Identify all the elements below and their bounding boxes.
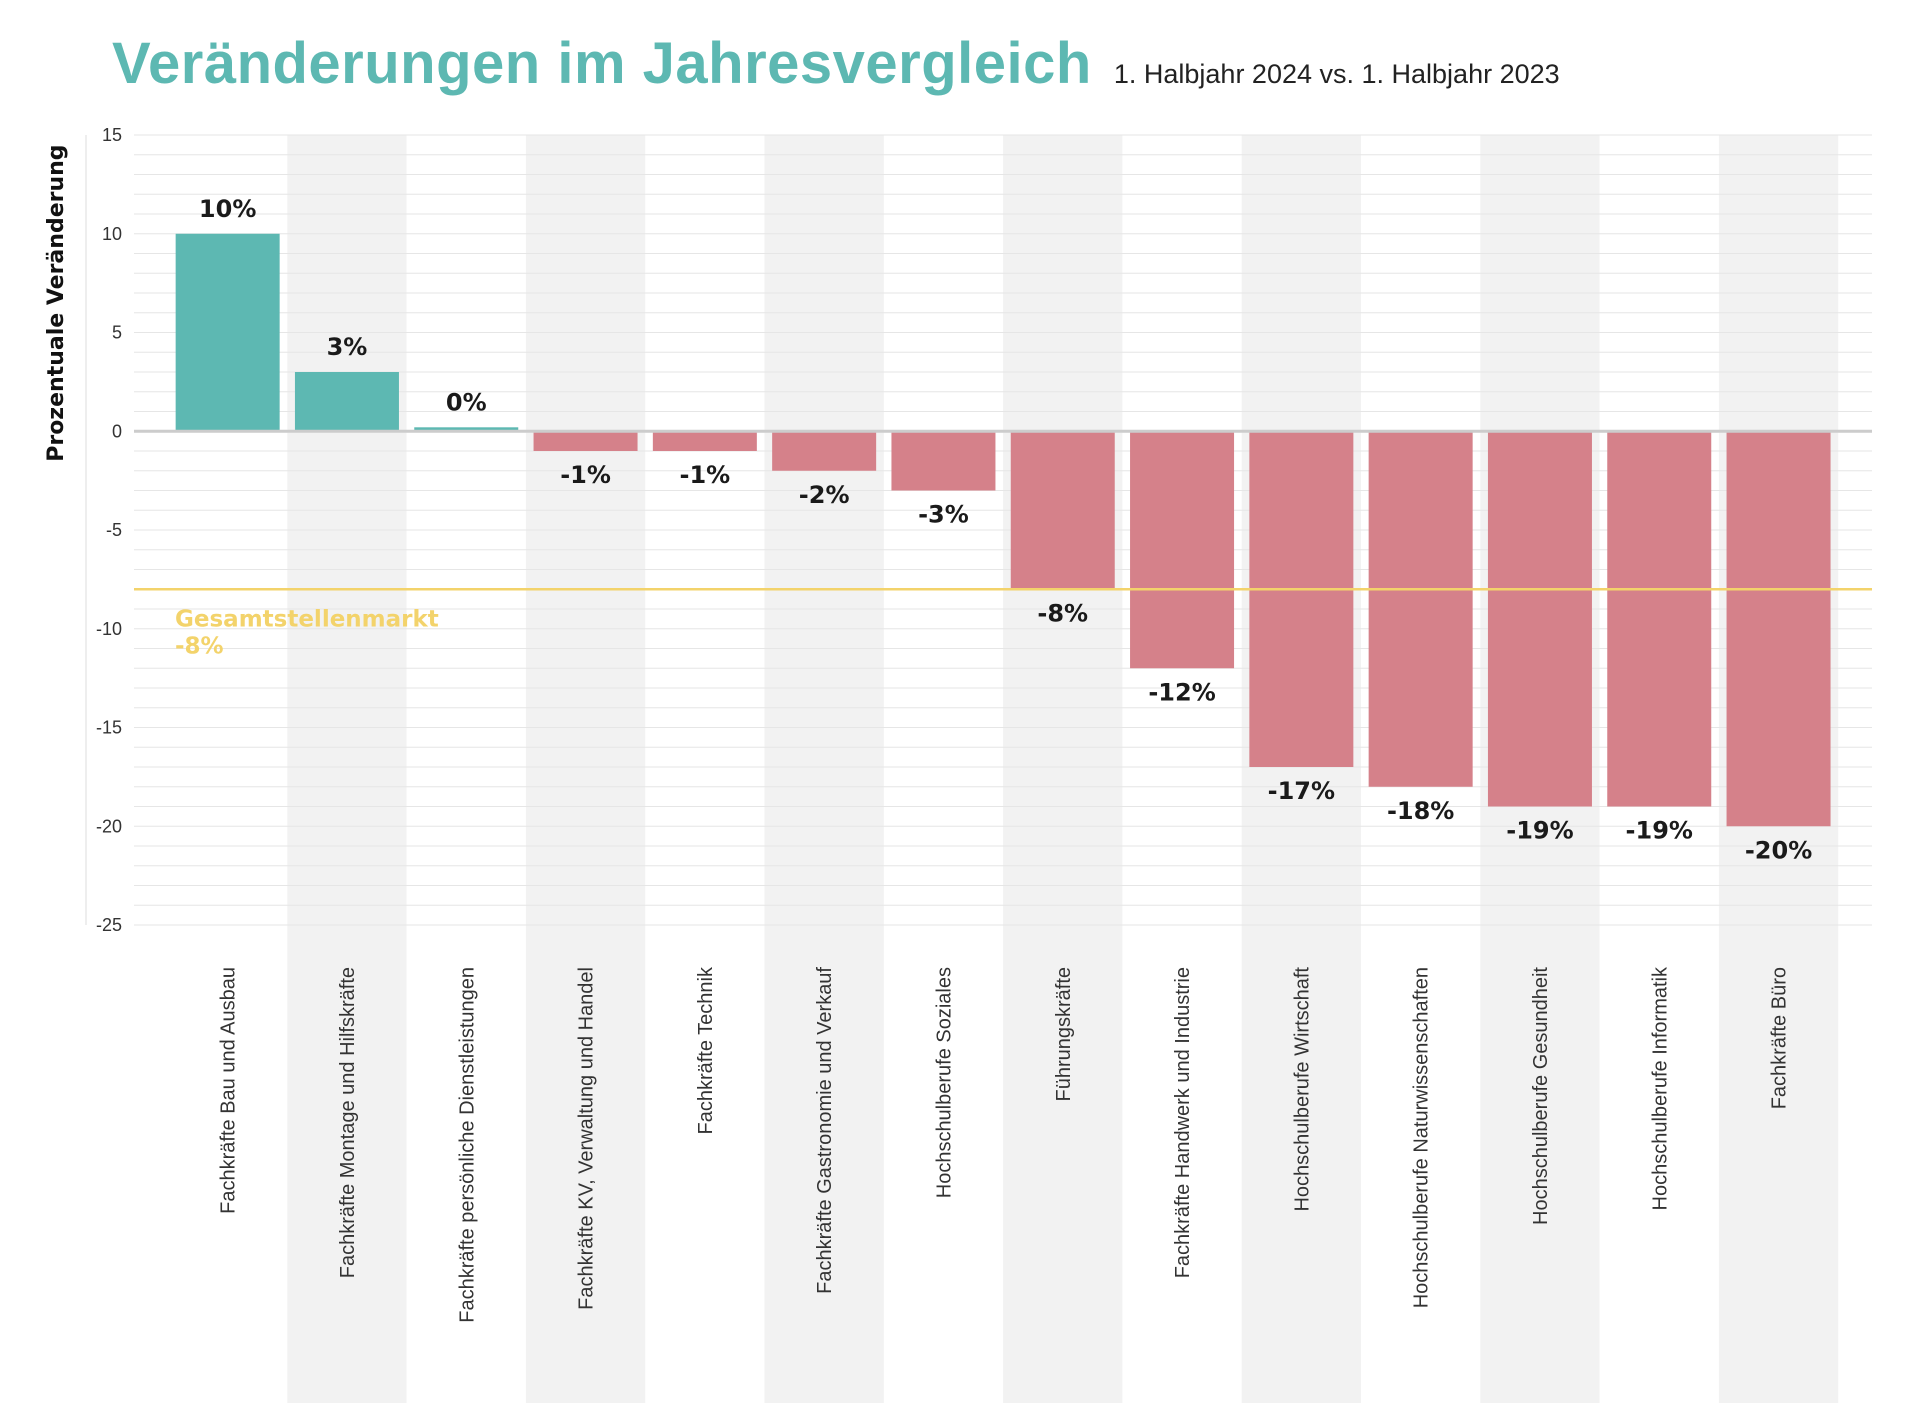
y-tick-label: 0 [112, 421, 122, 441]
value-label: -2% [799, 481, 850, 509]
column-bands [287, 135, 1839, 1403]
value-label: -8% [1037, 599, 1088, 627]
bar [1249, 431, 1354, 767]
column-band [1003, 135, 1123, 1403]
y-axis-title: Prozentuale Veränderung [44, 144, 69, 461]
value-label: 3% [327, 333, 368, 361]
y-tick-label: -20 [96, 816, 122, 836]
bar [1607, 431, 1712, 807]
category-label: Hochschulberufe Informatik [1649, 966, 1671, 1210]
value-label: -1% [560, 461, 611, 489]
reference-line-label: Gesamtstellenmarkt [175, 606, 439, 632]
category-label: Fachkräfte Büro [1769, 967, 1791, 1109]
category-label: Fachkräfte persönliche Dienstleistungen [456, 967, 478, 1323]
bars [175, 233, 1831, 827]
category-label: Fachkräfte Gastronomie und Verkauf [814, 967, 836, 1294]
y-axis-ticks: 15 10 5 0 -5 -10 -15 -20 -25 [96, 125, 122, 935]
bar [1010, 431, 1115, 590]
value-label: -19% [1506, 817, 1573, 845]
value-label: -1% [679, 461, 730, 489]
value-label: -12% [1148, 678, 1215, 706]
y-tick-label: 15 [102, 125, 122, 145]
category-label: Fachkräfte Bau und Ausbau [218, 967, 240, 1214]
bar [414, 427, 519, 432]
value-label: 10% [199, 195, 256, 223]
column-band [287, 135, 407, 1403]
column-band [1241, 135, 1361, 1403]
value-label: 0% [446, 388, 487, 416]
category-label: Führungskräfte [1053, 967, 1075, 1102]
value-label: -18% [1387, 797, 1454, 825]
bar [1726, 431, 1831, 827]
bar [772, 431, 877, 471]
category-labels: Fachkräfte Bau und Ausbau Fachkräfte Mont… [218, 966, 1791, 1323]
y-tick-label: 10 [102, 224, 122, 244]
category-label: Hochschulberufe Soziales [933, 967, 955, 1198]
value-label: -20% [1745, 836, 1812, 864]
y-tick-label: -15 [96, 718, 122, 738]
y-tick-label: 5 [112, 323, 122, 343]
category-label: Fachkräfte Handwerk und Industrie [1172, 967, 1194, 1278]
category-label: Hochschulberufe Wirtschaft [1291, 967, 1313, 1212]
column-band [764, 135, 884, 1403]
bar [175, 233, 280, 432]
y-tick-label: -10 [96, 619, 122, 639]
y-tick-label: -5 [106, 520, 122, 540]
chart-title: Veränderungen im Jahresvergleich [112, 31, 1092, 96]
chart-subtitle: 1. Halbjahr 2024 vs. 1. Halbjahr 2023 [1113, 59, 1560, 89]
bar [1130, 431, 1235, 669]
value-label: -17% [1268, 777, 1335, 805]
bar [533, 431, 638, 451]
value-labels: 10% 3% 0% -1% -1% -2% -3% -8% -12% -17% -18% -19% -1… [199, 195, 1812, 865]
column-band [525, 135, 646, 1403]
bar [1487, 431, 1592, 807]
category-label: Hochschulberufe Gesundheit [1530, 967, 1552, 1225]
value-label: -3% [918, 501, 969, 529]
title-row: Veränderungen im Jahresvergleich 1. Halb… [112, 30, 1560, 97]
bar [652, 431, 757, 451]
bar [1368, 431, 1473, 787]
value-label: -19% [1626, 817, 1693, 845]
bar [294, 372, 399, 432]
y-tick-label: -25 [96, 915, 122, 935]
category-label: Fachkräfte Technik [695, 966, 717, 1134]
category-label: Fachkräfte KV, Verwaltung und Handel [576, 967, 598, 1310]
bar [891, 431, 996, 491]
reference-line-value: -8% [175, 633, 224, 659]
category-label: Hochschulberufe Naturwissenschaften [1411, 967, 1433, 1308]
category-label: Fachkräfte Montage und Hilfskräfte [337, 967, 359, 1278]
